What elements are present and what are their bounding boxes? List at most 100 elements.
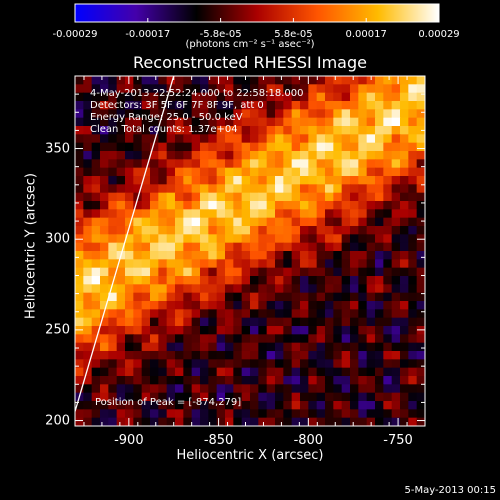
heatmap-cell: [216, 251, 226, 260]
heatmap-cell: [333, 326, 343, 335]
heatmap-cell: [200, 251, 209, 260]
colorbar-segment: [122, 4, 124, 22]
colorbar-segment: [115, 4, 117, 22]
heatmap-cell: [233, 301, 243, 310]
heatmap-cell: [283, 367, 293, 377]
heatmap-cell: [83, 351, 93, 360]
heatmap-cell: [183, 209, 193, 219]
heatmap-cell: [408, 334, 418, 344]
heatmap-cell: [91, 209, 101, 219]
heatmap-cell: [308, 76, 318, 85]
heatmap-cell: [325, 176, 334, 185]
heatmap-cell: [333, 151, 343, 160]
colorbar-segment: [363, 4, 365, 22]
heatmap-cell: [258, 351, 268, 360]
heatmap-cell: [333, 92, 343, 102]
heatmap-cell: [400, 134, 409, 144]
heatmap-cell: [325, 234, 334, 244]
heatmap-cell: [291, 101, 301, 110]
colorbar-segment: [337, 4, 339, 22]
heatmap-cell: [83, 109, 93, 119]
colorbar-segment: [169, 4, 171, 22]
heatmap-cell: [116, 267, 126, 277]
colorbar-segment: [267, 4, 269, 22]
heatmap-cell: [133, 184, 143, 194]
heatmap-cell: [358, 409, 368, 419]
heatmap-cell: [300, 209, 309, 219]
heatmap-cell: [183, 84, 193, 94]
heatmap-cell: [383, 76, 393, 85]
heatmap-cell: [341, 384, 351, 394]
heatmap-cell: [400, 267, 409, 277]
colorbar-segment: [103, 4, 105, 22]
heatmap-cell: [166, 284, 176, 294]
heatmap-cell: [175, 359, 184, 369]
colorbar-segment: [376, 4, 378, 22]
heatmap-cell: [233, 259, 243, 269]
heatmap-cell: [100, 84, 109, 94]
heatmap-cell: [416, 367, 425, 377]
heatmap-cell: [225, 84, 234, 94]
heatmap-cell: [83, 126, 93, 135]
heatmap-cell: [108, 359, 118, 369]
heatmap-cell: [250, 301, 259, 310]
heatmap-cell: [183, 284, 193, 294]
heatmap-cell: [375, 234, 384, 244]
heatmap-cell: [125, 392, 134, 402]
colorbar-segment: [274, 4, 276, 22]
heatmap-cell: [308, 334, 318, 344]
heatmap-cell: [391, 76, 401, 85]
heatmap-cell: [350, 167, 359, 177]
heatmap-cell: [291, 292, 301, 302]
colorbar-segment: [118, 4, 120, 22]
heatmap-cell: [91, 192, 101, 202]
colorbar-segment: [165, 4, 167, 22]
heatmap-cell: [275, 351, 284, 360]
heatmap-cell: [316, 392, 326, 402]
colorbar-segment: [368, 4, 370, 22]
heatmap-cell: [100, 259, 109, 269]
heatmap-cell: [183, 276, 193, 285]
heatmap-cell: [150, 267, 159, 277]
heatmap-cell: [233, 376, 243, 385]
heatmap-cell: [216, 126, 226, 135]
heatmap-cell: [366, 109, 376, 119]
heatmap-cell: [341, 242, 351, 252]
heatmap-cell: [183, 126, 193, 135]
heatmap-cell: [108, 409, 118, 419]
heatmap-cell: [141, 251, 151, 260]
heatmap-cell: [83, 167, 93, 177]
heatmap-cell: [191, 317, 201, 327]
heatmap-cell: [175, 301, 184, 310]
heatmap-cell: [341, 184, 351, 194]
heatmap-cell: [366, 267, 376, 277]
heatmap-cell: [141, 276, 151, 285]
heatmap-cell: [100, 142, 109, 152]
heatmap-cell: [166, 234, 176, 244]
heatmap-cell: [183, 201, 193, 210]
heatmap-cell: [125, 159, 134, 169]
heatmap-cell: [91, 309, 101, 319]
colorbar-segment: [87, 4, 89, 22]
heatmap-cell: [108, 209, 118, 219]
heatmap-cell: [416, 167, 425, 177]
colorbar-segment: [406, 4, 408, 22]
heatmap-cell: [241, 134, 251, 144]
heatmap-cell: [408, 351, 418, 360]
heatmap-cell: [383, 184, 393, 194]
colorbar-segment: [362, 4, 364, 22]
heatmap-cell: [83, 292, 93, 302]
heatmap-cell: [141, 392, 151, 402]
heatmap-cell: [166, 317, 176, 327]
heatmap-cell: [308, 326, 318, 335]
limb-line: [75, 76, 175, 412]
heatmap-cell: [133, 84, 143, 94]
heatmap-cell: [333, 342, 343, 352]
heatmap-cell: [166, 226, 176, 235]
heatmap-cell: [266, 301, 276, 310]
heatmap-cell: [175, 392, 184, 402]
heatmap-cell: [325, 376, 334, 385]
heatmap-cell: [300, 117, 309, 127]
heatmap-cell: [183, 159, 193, 169]
heatmap-cell: [166, 126, 176, 135]
